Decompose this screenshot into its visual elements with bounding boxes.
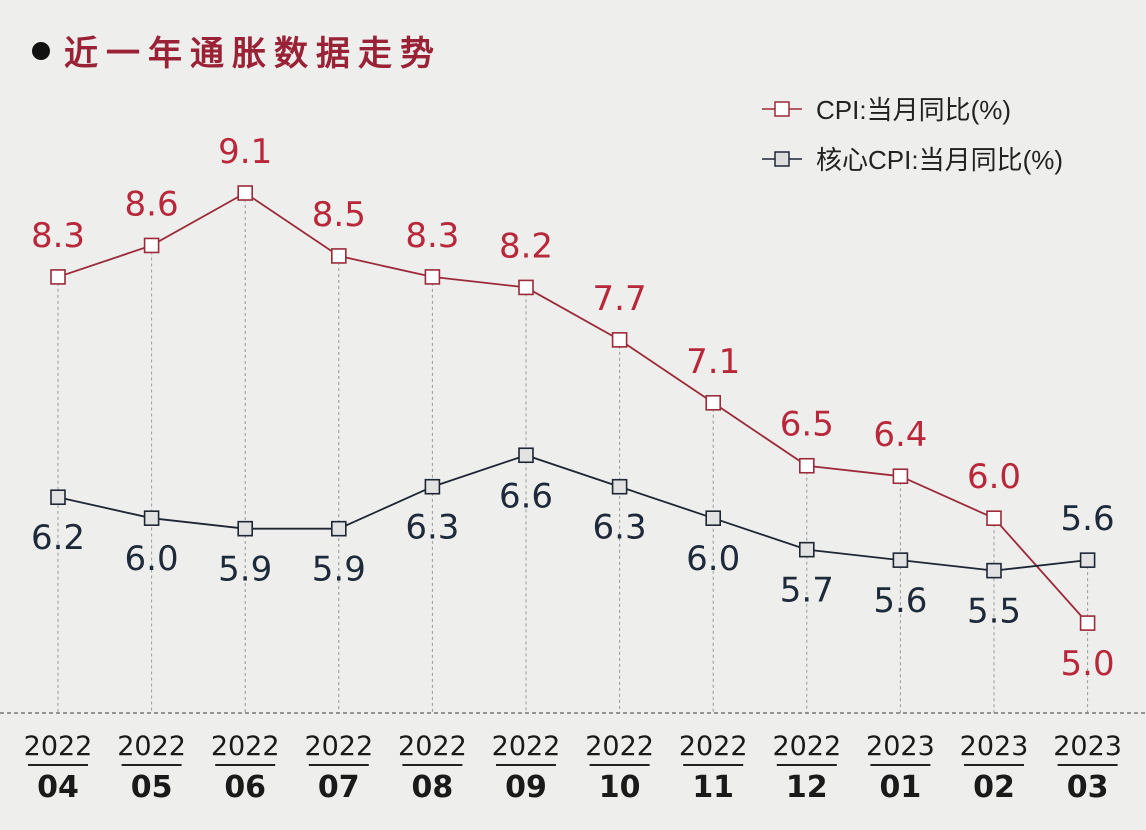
core-cpi-point [237,520,253,537]
cpi-point [518,279,534,296]
legend-item-core-cpi: 核心CPI:当月同比(%) [762,140,1063,177]
core-cpi-data-label: 6.3 [405,508,459,548]
x-tick-year: 2022 [585,731,654,762]
core-cpi-data-label: 6.0 [125,539,179,579]
cpi-data-label: 6.4 [873,415,927,455]
core-cpi-point [424,478,441,495]
x-tick-month: 02 [973,770,1015,805]
cpi-data-label: 9.1 [218,132,272,172]
core-cpi-data-label: 5.6 [1061,499,1115,539]
core-cpi-data-label: 5.6 [873,581,927,621]
x-tick-year: 2022 [24,731,93,762]
core-cpi-point [518,447,534,464]
x-tick-month: 04 [37,770,79,805]
bullet-icon [32,41,50,60]
core-cpi-data-label: 6.0 [686,539,740,579]
cpi-data-label: 8.2 [499,226,553,266]
x-tick-month: 03 [1067,770,1109,805]
cpi-point [1079,615,1096,631]
x-tick-month: 07 [318,770,360,805]
x-tick-month: 10 [599,770,641,805]
core-cpi-data-label: 5.9 [312,550,366,590]
x-tick-year: 2022 [211,731,280,762]
x-tick-year: 2022 [679,731,748,762]
cpi-point [986,510,1002,526]
cpi-data-label: 5.0 [1061,644,1115,684]
core-cpi-data-label: 5.9 [218,550,272,590]
x-tick-year: 2022 [117,731,186,762]
cpi-point [330,248,347,264]
core-cpi-data-label: 6.2 [31,518,85,558]
x-tick-year: 2023 [866,731,935,762]
core-cpi-data-label: 6.3 [593,508,647,548]
core-cpi-point [50,489,66,506]
cpi-data-label: 6.5 [780,405,834,445]
legend-marker-core-cpi-icon [762,150,802,167]
chart-title-text: 近一年通胀数据走势 [64,34,442,74]
cpi-point [424,269,441,285]
core-cpi-data-label: 5.5 [967,592,1021,632]
cpi-point [705,394,722,411]
x-tick-month: 06 [224,770,266,805]
cpi-data-label: 7.1 [686,342,740,382]
cpi-data-label: 7.7 [593,279,647,319]
cpi-data-label: 8.3 [405,216,459,256]
x-tick-year: 2022 [398,731,467,762]
core-cpi-data-label: 5.7 [780,571,834,611]
cpi-data-label: 8.5 [312,195,366,235]
x-tick-year: 2022 [772,731,841,762]
cpi-line [57,191,1089,624]
cpi-point [611,332,628,348]
cpi-data-label: 6.0 [967,457,1021,497]
core-cpi-point [705,510,722,526]
cpi-data-label: 8.6 [125,184,179,224]
cpi-data-label: 8.3 [31,216,85,256]
cpi-point [798,457,815,474]
x-tick-year: 2023 [960,731,1029,762]
core-cpi-point [611,478,628,495]
core-cpi-data-label: 6.6 [499,476,553,516]
x-tick-month: 11 [692,770,734,805]
chart-title: 近一年通胀数据走势 [32,26,442,75]
legend-item-cpi: CPI:当月同比(%) [762,90,1011,127]
core-cpi-line [57,454,1088,572]
x-tick-month: 01 [880,770,922,805]
x-tick-year: 2022 [492,731,561,762]
legend-label-core-cpi: 核心CPI:当月同比(%) [816,145,1064,175]
cpi-point [143,237,160,254]
x-tick-month: 12 [786,770,828,805]
core-cpi-point [1079,552,1096,568]
legend-marker-cpi-icon [762,100,802,117]
x-tick-month: 05 [131,770,173,805]
x-tick-year: 2022 [304,731,373,762]
core-cpi-point [330,520,347,537]
x-tick-year: 2023 [1053,731,1122,762]
cpi-point [50,269,66,285]
x-tick-month: 08 [412,770,454,805]
legend-label-cpi: CPI:当月同比(%) [816,95,1012,125]
cpi-point [237,185,253,201]
core-cpi-point [143,510,160,526]
core-cpi-point [986,562,1002,579]
core-cpi-point [892,552,909,568]
cpi-point [892,468,909,485]
core-cpi-point [798,541,815,558]
x-tick-month: 09 [505,770,547,805]
